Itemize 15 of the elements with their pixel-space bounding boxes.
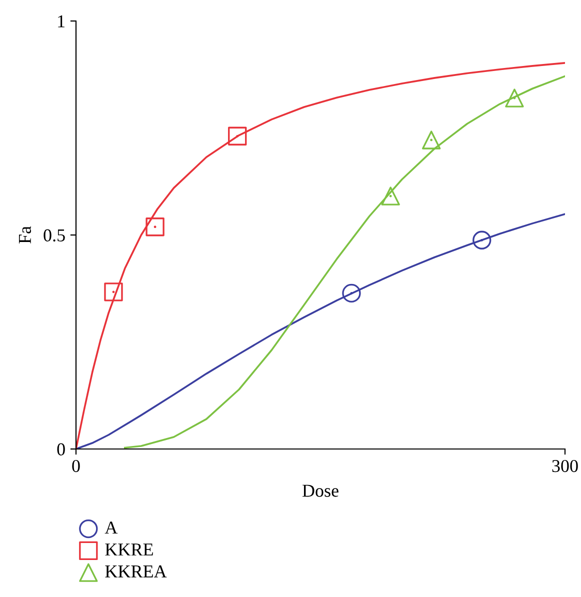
- point: [104, 282, 123, 302]
- y-axis-title: Fa: [19, 226, 32, 244]
- legend-label: KKRE: [105, 544, 153, 556]
- legend-label: KKREA: [105, 565, 167, 578]
- y-tick-label: 0: [57, 443, 65, 456]
- x-tick-label: 300: [552, 460, 578, 472]
- point: [381, 186, 400, 206]
- legend-label: A: [104, 522, 118, 534]
- point: [146, 218, 164, 236]
- point: [505, 88, 524, 108]
- point: [422, 130, 441, 150]
- x-axis-title: Dose: [302, 484, 338, 497]
- y-tick-label: 1: [58, 15, 64, 28]
- point: [228, 126, 247, 146]
- y-tick-label: 0.5: [44, 229, 65, 242]
